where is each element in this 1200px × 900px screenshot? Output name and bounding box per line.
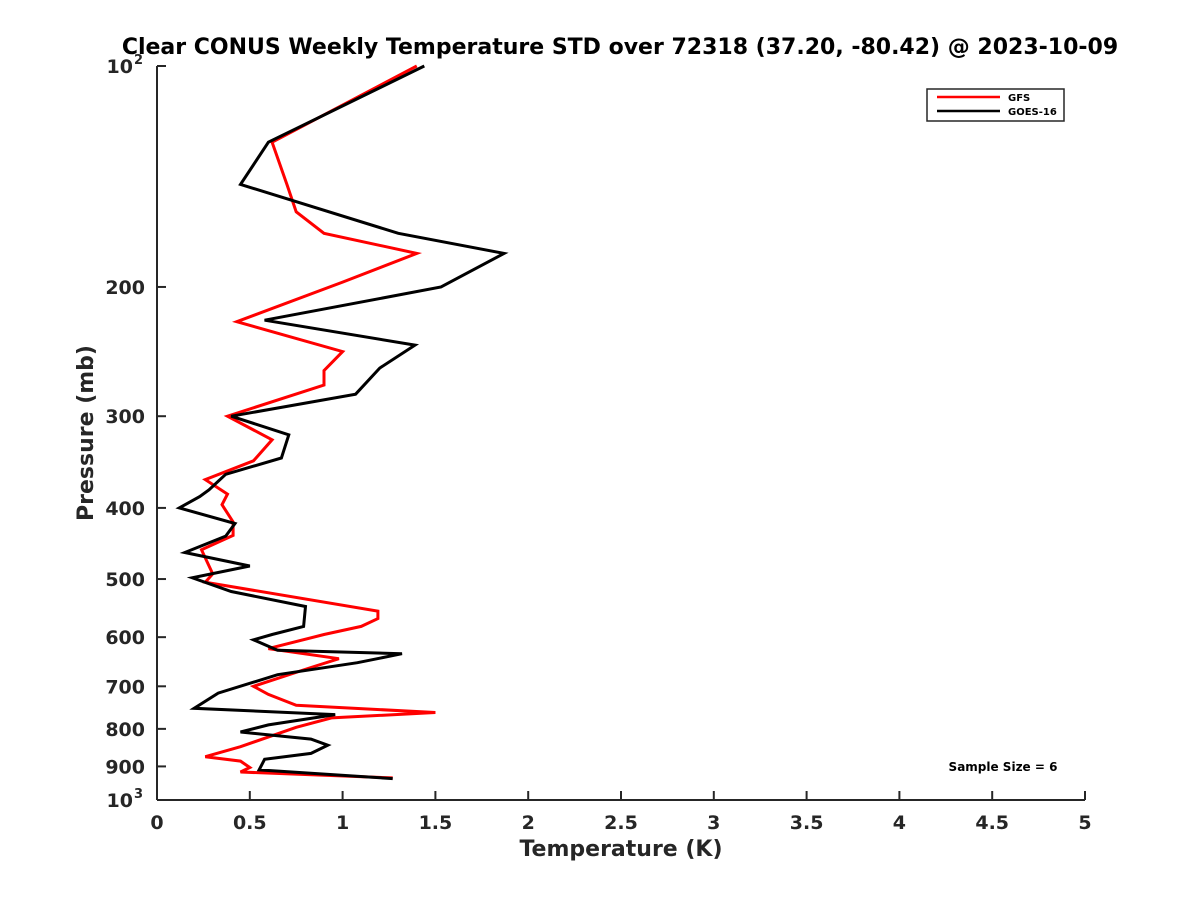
x-axis-label: Temperature (K)	[519, 837, 722, 862]
y-tick-label: 500	[105, 569, 145, 591]
x-tick-label: 2.5	[604, 812, 638, 834]
legend-box	[926, 88, 1065, 122]
x-tick-label: 4.5	[975, 812, 1009, 834]
series-lines	[175, 64, 509, 781]
legend-label-goes16: GOES-16	[1008, 107, 1057, 118]
x-tick-label: 2	[522, 812, 535, 834]
x-tick-label: 4	[893, 812, 906, 834]
y-axis-label: Pressure (mb)	[74, 345, 99, 521]
y-tick-label: 800	[105, 719, 145, 741]
sample-size-annotation: Sample Size = 6	[949, 760, 1058, 774]
y-tick-label: 300	[105, 406, 145, 428]
series-line-gfs	[199, 64, 436, 780]
series-line-goes16	[175, 64, 509, 781]
x-tick-label: 3.5	[790, 812, 824, 834]
y-tick-label: 600	[105, 627, 145, 649]
y-tick-label: 10	[107, 790, 133, 812]
x-tick-label: 1	[336, 812, 349, 834]
y-tick-label: 200	[105, 277, 145, 299]
legend-label-gfs: GFS	[1008, 93, 1030, 104]
chart-title: Clear CONUS Weekly Temperature STD over …	[122, 35, 1118, 60]
y-tick-label: 400	[105, 498, 145, 520]
x-tick-label: 0	[150, 812, 163, 834]
x-tick-label: 1.5	[419, 812, 453, 834]
y-tick-label: 700	[105, 676, 145, 698]
x-tick-label: 5	[1078, 812, 1091, 834]
x-tick-label: 0.5	[233, 812, 267, 834]
y-tick-exponent: 3	[134, 787, 143, 802]
y-tick-exponent: 2	[134, 53, 143, 68]
legend: GFS GOES-16	[926, 88, 1065, 122]
y-tick-label: 900	[105, 756, 145, 778]
x-ticks: 0 0.5 1 1.5 2 2.5 3 3.5 4 4.5 5	[150, 791, 1092, 834]
plot-area: 0 0.5 1 1.5 2 2.5 3 3.5 4 4.5 5 10 2200300400500600…	[105, 53, 1091, 834]
y-tick-label: 10	[107, 56, 133, 78]
x-tick-label: 3	[707, 812, 720, 834]
